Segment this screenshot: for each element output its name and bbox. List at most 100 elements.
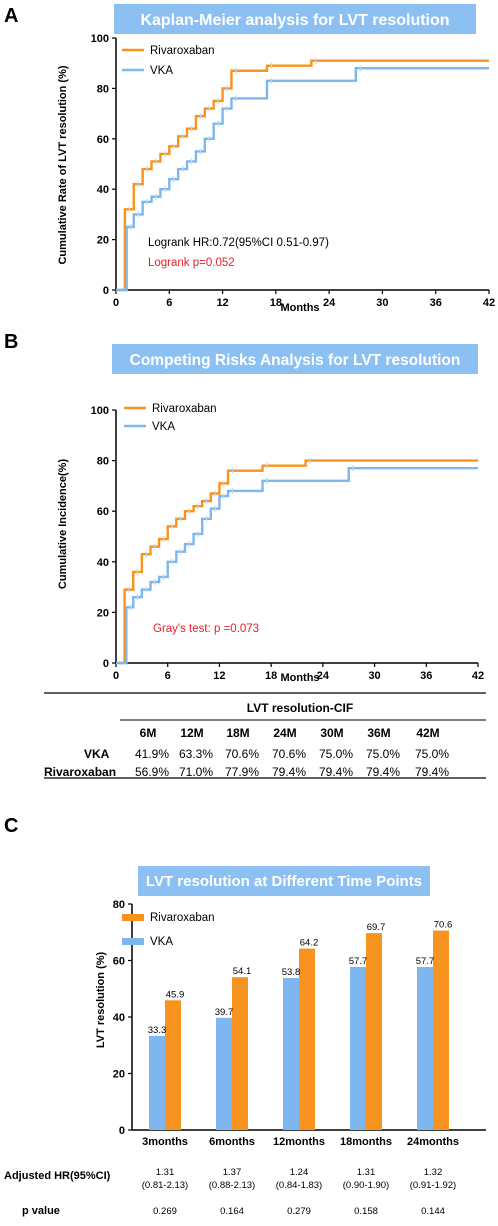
hr-ci: (0.84-1.83) [276,1180,322,1191]
panel-b-axes: 0 6 12 18 24 30 36 42 0 20 40 60 80 100 [91,405,484,682]
panel-a-title-box [114,4,476,34]
table-cell: 70.6% [272,747,306,761]
panel-a-series-rivaroxaban [116,59,489,292]
p-row-label: p value [22,1205,60,1217]
table-cell: 79.4% [366,765,400,779]
table-cell: 79.4% [319,765,353,779]
panel-a-x-tick-label: 0 [113,297,119,309]
panel-a-x-tick-label: 12 [216,297,228,309]
panel-a-y-tick-label: 40 [97,184,109,196]
bar-label-rivaroxaban: 64.2 [300,938,319,949]
p-value: 0.158 [354,1206,378,1217]
panel-b-x-tick-label: 0 [113,670,119,682]
panel-a-y-tick-label: 80 [97,83,109,95]
panel-b-title: Competing Risks Analysis for LVT resolut… [130,352,461,369]
panel-c-y-tick-label: 60 [113,956,125,968]
panel-c-axes: 0 20 40 60 80 33.3 45.9 3months 39.7 54.1 6months 5… [113,899,486,1148]
table-cell: 70.6% [225,747,259,761]
table-row-label: Rivaroxaban [44,765,116,779]
bar-label-vka: 33.3 [148,1025,167,1036]
p-value: 0.144 [421,1206,445,1217]
panel-c-legend-vka: VKA [150,936,173,948]
bar-vka [149,1035,165,1130]
bar-rivaroxaban [299,948,315,1130]
panel-b-x-tick-label: 24 [317,670,330,682]
hr-ci: (0.88-2.13) [209,1180,255,1191]
hr-row-label: Adjusted HR(95%CI) [4,1170,111,1182]
table-cell: 79.4% [272,765,306,779]
table-cell: 41.9% [135,747,169,761]
panel-a-y-tick-label: 0 [103,285,109,297]
table-col-header: 18M [226,726,249,740]
bar-vka [283,978,299,1130]
panel-c-x-tick-label: 18months [340,1136,392,1148]
bar-label-vka: 39.7 [215,1007,234,1018]
bar-label-rivaroxaban: 70.6 [434,920,453,931]
panel-a-letter: A [4,5,18,27]
panel-b-ylabel: Cumulative Incidence(%) [57,459,69,590]
hr-value: 1.32 [424,1167,443,1178]
hr-ci: (0.91-1.92) [410,1180,456,1191]
panel-c-legend-swatch-rivaroxaban [122,914,144,921]
panel-c-title: LVT resolution at Different Time Points [146,873,422,890]
panel-c-y-tick-label: 20 [113,1069,125,1081]
panel-a-xlabel: Months [280,302,319,314]
table-cell: 75.0% [319,747,353,761]
panel-b-legend-vka: VKA [152,421,175,433]
bar-rivaroxaban [366,933,382,1130]
bar-label-rivaroxaban: 69.7 [367,922,386,933]
bar-rivaroxaban [165,1000,181,1130]
panel-b-series-rivaroxaban [116,459,478,665]
table-col-header: 36M [367,726,390,740]
panel-a-axes: 0 6 12 18 24 30 36 42 0 20 40 60 80 100 [91,33,495,309]
table-cell: 77.9% [225,765,259,779]
panel-c-legend-swatch-vka [122,938,144,945]
hr-value: 1.24 [290,1167,309,1178]
panel-b-x-tick-label: 12 [213,670,225,682]
panel-a-hr-annotation: Logrank HR:0.72(95%CI 0.51-0.97) [148,237,329,249]
panel-c-y-tick-label: 80 [113,899,125,911]
panel-b-y-tick-label: 60 [97,506,109,518]
table-cell: 75.0% [366,747,400,761]
table-title: LVT resolution-CIF [247,701,353,715]
bar-vka [350,966,366,1130]
panel-b-y-tick-label: 0 [103,658,109,670]
panel-c-title-box [138,866,430,896]
panel-a-y-tick-label: 20 [97,235,109,247]
panel-b-x-tick-label: 42 [472,670,484,682]
panel-a-x-tick-label: 36 [430,297,442,309]
panel-b-y-tick-label: 80 [97,456,109,468]
table-col-header: 42M [416,726,439,740]
bar-vka [417,966,433,1130]
panel-b-grays-test: Gray's test: p =0.073 [153,623,259,635]
panel-a-ylabel: Cumulative Rate of LVT resolution (%) [57,65,69,264]
panel-a-x-tick-label: 18 [270,297,282,309]
panel-b-x-tick-label: 30 [368,670,380,682]
panel-b-xlabel: Months [280,672,319,684]
p-value: 0.269 [153,1206,177,1217]
bar-rivaroxaban [232,977,248,1130]
panel-a-p-annotation: Logrank p=0.052 [148,257,235,269]
panel-a-x-tick-label: 42 [483,297,495,309]
panel-b-y-tick-label: 20 [97,607,109,619]
panel-c-x-tick-label: 12months [273,1136,325,1148]
panel-a-title: Kaplan-Meier analysis for LVT resolution [140,12,449,29]
table-col-header: 6M [140,726,157,740]
bar-label-rivaroxaban: 45.9 [166,989,185,1000]
panel-c-y-tick-label: 40 [113,1012,125,1024]
hr-ci: (0.81-2.13) [142,1180,188,1191]
panel-b-title-box [112,344,478,374]
panel-b-series-vka [116,466,478,665]
panel-a-series-vka [116,67,489,292]
p-value: 0.279 [287,1206,311,1217]
table-cell: 71.0% [179,765,213,779]
panel-b-y-tick-label: 40 [97,557,109,569]
panel-c-letter: C [4,815,18,837]
bar-label-vka: 57.7 [349,956,368,967]
table-col-header: 24M [273,726,296,740]
bar-label-vka: 53.8 [282,967,301,978]
panel-a-x-tick-label: 30 [376,297,388,309]
hr-ci: (0.90-1.90) [343,1180,389,1191]
panel-c-ylabel: LVT resolution (%) [95,951,107,1048]
bar-rivaroxaban [433,930,449,1130]
